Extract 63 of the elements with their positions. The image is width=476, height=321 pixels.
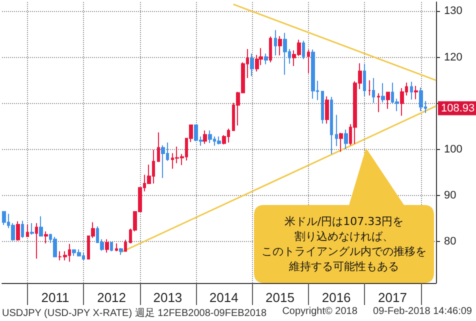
candlestick	[208, 130, 212, 144]
candlestick	[372, 78, 375, 104]
candlestick	[339, 132, 343, 152]
candlestick	[302, 40, 305, 60]
y-tick-label: 130	[444, 5, 462, 18]
candlestick	[217, 136, 221, 145]
x-tick-label: 2013	[153, 290, 182, 305]
candlestick	[321, 90, 324, 124]
candlestick	[16, 220, 20, 242]
x-tick-label: 2017	[378, 290, 407, 305]
candlestick	[274, 30, 277, 56]
candlestick	[2, 210, 6, 226]
candlestick	[35, 222, 38, 260]
annotation: 米ドル/円は107.33円を	[284, 214, 404, 229]
x-tick-label: 2016	[322, 290, 351, 305]
candlestick	[264, 53, 268, 65]
candlestick	[161, 144, 165, 178]
y-tick-label: 80	[444, 236, 456, 248]
candlestick	[269, 36, 272, 63]
x-tick-label: 2014	[209, 290, 238, 305]
candlestick	[110, 242, 113, 252]
x-tick-label: 2011	[41, 290, 70, 305]
candlestick	[330, 96, 333, 155]
text: 09-Feb-2018 14:46:09	[373, 306, 472, 319]
candlestick	[283, 32, 287, 76]
candlestick	[419, 87, 423, 112]
candlestick	[115, 242, 118, 252]
candlestick	[119, 247, 123, 256]
candlestick	[39, 216, 43, 237]
candlestick	[250, 53, 254, 77]
candlestick	[53, 236, 57, 258]
candlestick	[203, 130, 207, 144]
candlestick	[157, 132, 160, 162]
annotation: 108.93	[441, 102, 475, 114]
y-tick-label: 100	[444, 143, 462, 156]
annotation: このトライアングル内での推移を	[262, 244, 426, 259]
candlestick	[44, 230, 48, 244]
candlestick	[363, 63, 366, 96]
candlestick	[105, 238, 109, 254]
candlestick	[307, 48, 310, 74]
candlestick	[410, 81, 413, 100]
annotation: 割り込めなければ、	[294, 229, 394, 244]
candlestick	[381, 82, 385, 103]
candlestick	[325, 96, 329, 124]
candlestick	[30, 222, 34, 236]
x-tick-label: 2015	[266, 290, 294, 305]
candlestick	[368, 80, 371, 96]
candlestick	[26, 224, 29, 238]
y-tick-label: 120	[444, 51, 462, 64]
candlestick	[335, 114, 338, 147]
candlestick	[377, 92, 380, 113]
candlestick	[344, 129, 348, 150]
text: Copyright© 2018	[282, 306, 358, 319]
text: USDJPY (USD-JPY X-RATE) 週足 12FEB2008-09FEB2018	[2, 307, 267, 320]
candlestick	[414, 85, 418, 100]
annotation: 維持する可能性もある	[289, 259, 399, 274]
x-tick-label: 2012	[97, 290, 126, 305]
candlestick	[311, 48, 315, 100]
candlestick	[124, 239, 127, 252]
candlestick	[278, 36, 282, 56]
candlestick	[21, 220, 24, 238]
y-tick-label: 90	[444, 189, 456, 202]
candlestick	[386, 91, 390, 110]
